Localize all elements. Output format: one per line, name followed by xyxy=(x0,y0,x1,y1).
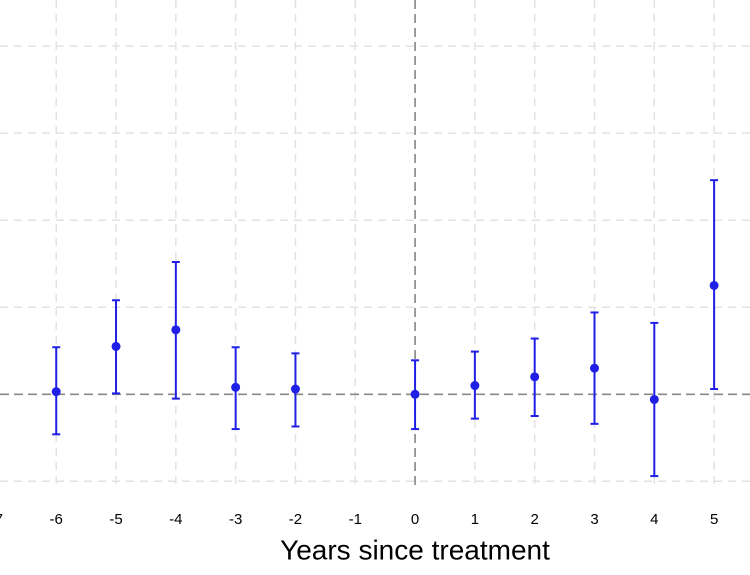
x-tick-label: -1 xyxy=(349,511,362,528)
x-tick-label: -4 xyxy=(169,511,182,528)
x-tick-label: 5 xyxy=(710,511,718,528)
x-tick-label: 3 xyxy=(590,511,598,528)
x-tick-label: 0 xyxy=(411,511,419,528)
point xyxy=(231,382,241,392)
point xyxy=(290,384,300,394)
point xyxy=(530,372,540,382)
point xyxy=(470,381,480,391)
point xyxy=(111,341,121,351)
x-tick-label: -3 xyxy=(229,511,242,528)
point xyxy=(709,280,719,290)
x-tick-label: -6 xyxy=(50,511,63,528)
x-axis-label: Years since treatment xyxy=(280,534,550,565)
point xyxy=(589,363,599,373)
point xyxy=(171,325,181,335)
point xyxy=(410,389,420,399)
x-tick-label: 1 xyxy=(471,511,479,528)
x-tick-label: -7 xyxy=(0,511,3,528)
point xyxy=(51,387,61,397)
x-tick-label: 2 xyxy=(531,511,539,528)
point xyxy=(649,394,659,404)
x-tick-label: 4 xyxy=(650,511,658,528)
x-tick-label: -5 xyxy=(109,511,122,528)
x-tick-label: -2 xyxy=(289,511,302,528)
